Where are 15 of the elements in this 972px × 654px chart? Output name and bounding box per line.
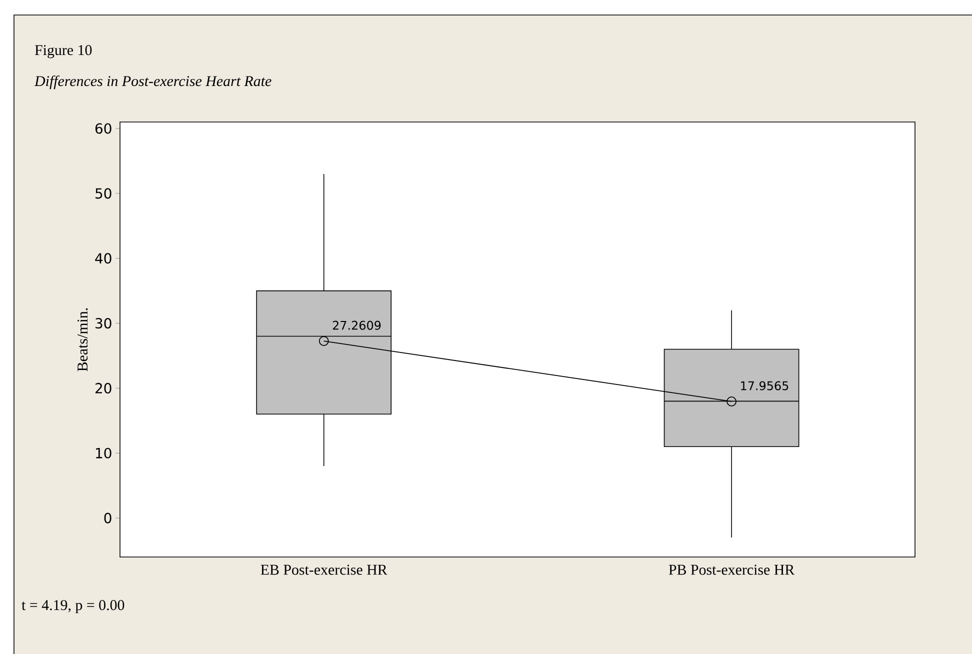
data-label: 17.9565 bbox=[741, 381, 788, 390]
chart-title: Figure 10 bbox=[34, 45, 92, 58]
y-tick-label: 50 bbox=[96, 188, 112, 199]
chart-subtitle: Differences in Post-exercise Heart Rate bbox=[34, 75, 272, 90]
y-tick-label: 0 bbox=[104, 512, 112, 524]
text: t = 4.19, p = 0.00 bbox=[22, 600, 124, 614]
y-tick-label: 20 bbox=[95, 382, 112, 394]
y-tick-label: 60 bbox=[95, 123, 112, 134]
y-axis-title: Beats/min. bbox=[78, 308, 88, 372]
x-tick-label: EB Post-exercise HR bbox=[260, 564, 388, 575]
x-tick-label: PB Post-exercise HR bbox=[668, 564, 795, 575]
y-tick-label: 40 bbox=[95, 253, 112, 264]
y-tick-label: 30 bbox=[96, 318, 112, 329]
y-tick-label: 10 bbox=[96, 448, 112, 458]
data-label: 27.2609 bbox=[332, 320, 381, 330]
